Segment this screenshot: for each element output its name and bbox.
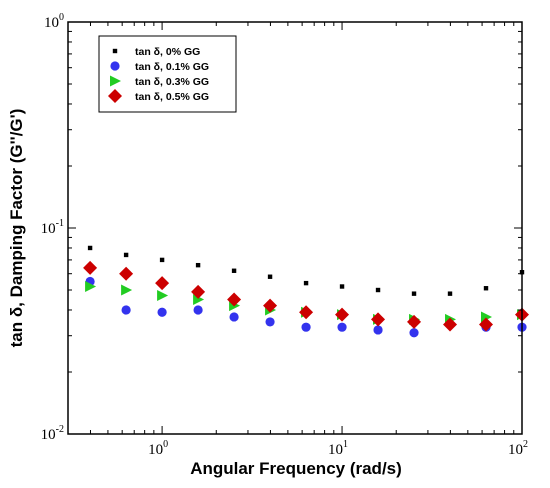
data-point xyxy=(87,245,93,251)
data-points xyxy=(83,245,529,338)
data-point xyxy=(335,307,350,322)
legend-label: tan δ, 0.5% GG xyxy=(135,91,209,103)
data-point xyxy=(191,284,206,299)
data-point xyxy=(479,317,494,332)
legend-marker xyxy=(112,48,118,54)
data-point xyxy=(83,260,98,275)
data-point xyxy=(121,305,131,315)
series-0 xyxy=(87,245,525,296)
data-point xyxy=(375,287,381,293)
legend-marker xyxy=(108,89,122,103)
data-point xyxy=(411,291,417,296)
data-point xyxy=(121,284,133,296)
data-point xyxy=(159,257,165,263)
data-point xyxy=(267,274,273,279)
data-point xyxy=(227,292,242,307)
legend: tan δ, 0% GG tan δ, 0.1% GG tan δ, 0.3% GG… xyxy=(98,35,237,113)
x-tick-label: 101 xyxy=(328,439,348,458)
legend-label: tan δ, 0% GG xyxy=(135,46,200,58)
data-point xyxy=(157,307,167,317)
data-point xyxy=(303,280,309,286)
data-point xyxy=(231,268,237,273)
data-point xyxy=(481,311,493,323)
data-point xyxy=(263,298,278,313)
series-3 xyxy=(83,260,529,332)
data-point xyxy=(483,286,489,291)
data-point xyxy=(155,276,170,291)
y-tick-label: 10-1 xyxy=(41,218,64,237)
legend-label: tan δ, 0.3% GG xyxy=(135,76,209,88)
data-point xyxy=(371,312,386,327)
legend-box xyxy=(98,35,237,113)
data-point xyxy=(193,305,203,315)
x-tick-label: 102 xyxy=(508,439,528,458)
data-point xyxy=(337,322,347,332)
axes: 100 101 102 10-2 10-1 100 xyxy=(41,12,528,458)
data-point xyxy=(301,322,311,332)
data-point xyxy=(193,293,205,305)
legend-marker xyxy=(110,61,120,71)
data-point xyxy=(373,325,383,335)
data-point xyxy=(119,266,134,281)
data-point xyxy=(299,305,314,320)
data-point xyxy=(85,281,97,293)
data-point xyxy=(443,317,458,332)
y-tick-label: 100 xyxy=(44,12,64,31)
legend-label: tan δ, 0.1% GG xyxy=(135,61,209,73)
data-point xyxy=(123,252,129,258)
data-point xyxy=(409,328,419,338)
y-tick-label: 10-2 xyxy=(41,424,64,443)
data-point xyxy=(265,317,275,327)
y-axis-title: tan δ, Damping Factor (G''/G') xyxy=(7,109,26,348)
data-point xyxy=(407,314,422,329)
x-tick-label: 100 xyxy=(148,439,168,458)
legend-marker xyxy=(110,75,121,87)
data-point xyxy=(195,262,201,268)
x-axis-title: Angular Frequency (rad/s) xyxy=(190,459,402,478)
data-point xyxy=(229,312,239,322)
data-point xyxy=(339,284,345,289)
data-point xyxy=(157,290,169,302)
data-point xyxy=(447,291,453,296)
